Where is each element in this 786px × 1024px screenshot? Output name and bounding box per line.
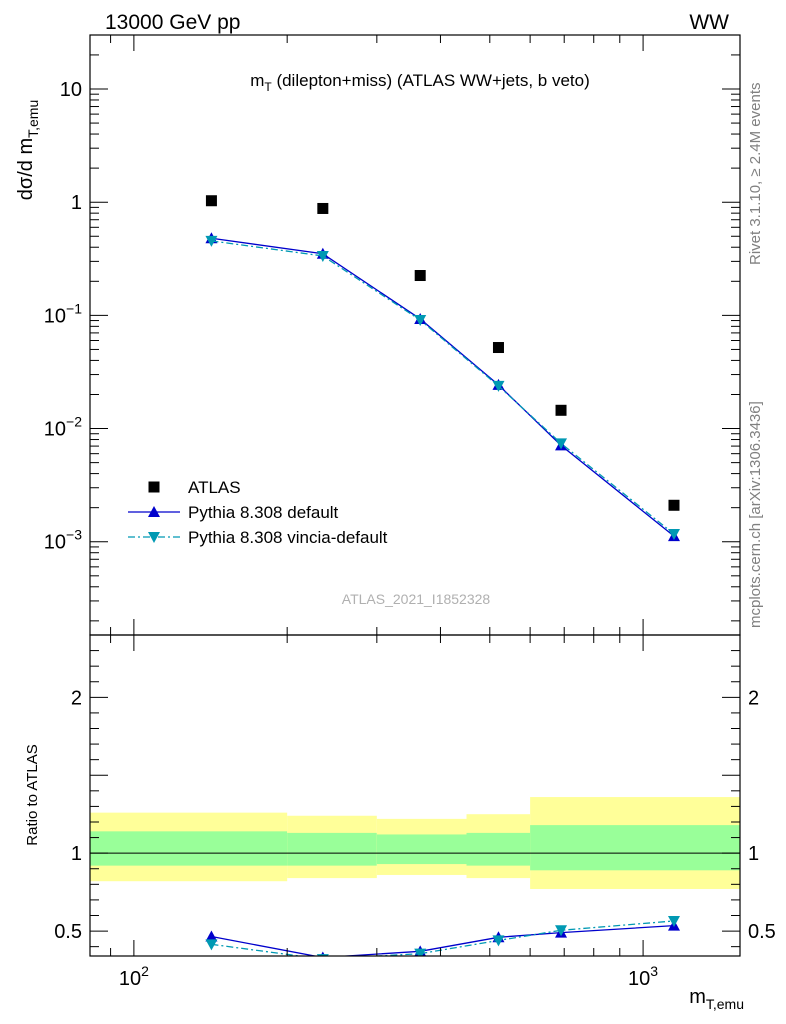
- y-tick-label: 10: [60, 79, 82, 101]
- ratio-data-point: [492, 935, 505, 947]
- collision-energy-label: 13000 GeV pp: [105, 11, 240, 34]
- series-line: [211, 237, 675, 537]
- ratio-series-line: [211, 924, 675, 956]
- ratio-y-tick-label: 1: [71, 843, 82, 865]
- data-point: [316, 250, 329, 262]
- data-point: [492, 342, 504, 354]
- series-line: [211, 240, 675, 535]
- data-point: [414, 270, 426, 282]
- legend-entry: ATLAS: [148, 478, 241, 497]
- data-point: [317, 202, 329, 214]
- ratio-data-point: [555, 925, 568, 937]
- ratio-y-tick-label: 0.5: [54, 921, 82, 943]
- analysis-id-watermark: ATLAS_2021_I1852328: [342, 591, 491, 607]
- main-plot-panel: 10 1 10−1 10−2 10−3 mT (dilepton+miss) (ATLA…: [15, 34, 741, 636]
- y-tick-label: 10−3: [44, 527, 82, 554]
- main-y-axis-label: dσ/d mT,emu: [15, 100, 41, 201]
- legend: ATLAS Pythia 8.308 default Pythia 8.308 vi…: [128, 478, 388, 547]
- inner-uncertainty-band: [376, 834, 467, 865]
- ratio-y-axis-label: Ratio to ATLAS: [24, 744, 41, 845]
- ratio-axes-layer: 102 103 0.5 0.5 1 1 2 2: [54, 634, 776, 990]
- legend-marker: [148, 532, 160, 543]
- legend-marker: [148, 506, 160, 517]
- ratio-uncertainty-bands: [90, 797, 740, 889]
- y-tick-label: 10−1: [44, 300, 82, 327]
- mcplots-source-label: mcplots.cern.ch [arXiv:1306.3436]: [747, 401, 764, 628]
- rivet-version-label: Rivet 3.1.10, ≥ 2.4M events: [747, 83, 764, 266]
- inner-uncertainty-band: [530, 825, 740, 871]
- ratio-y-tick-label-right: 0.5: [748, 921, 776, 943]
- main-plot-title: mT (dilepton+miss) (ATLAS WW+jets, b vet…: [250, 71, 590, 94]
- data-point: [205, 195, 217, 207]
- inner-uncertainty-band: [90, 831, 288, 866]
- ratio-y-tick-label-right: 2: [748, 687, 759, 709]
- ratio-plot-frame: [89, 634, 741, 957]
- y-tick-label: 1: [71, 192, 82, 214]
- inner-uncertainty-band: [287, 832, 377, 866]
- ratio-data-point: [205, 930, 218, 942]
- data-point: [414, 315, 427, 327]
- ratio-y-tick-label-right: 1: [748, 843, 759, 865]
- ratio-series-line: [211, 920, 675, 956]
- y-tick-label: 10−2: [44, 414, 82, 441]
- legend-entry: Pythia 8.308 vincia-default: [128, 528, 388, 547]
- main-series: [205, 195, 680, 511]
- legend-marker: [148, 481, 160, 493]
- data-point: [205, 235, 218, 247]
- data-point: [667, 529, 680, 541]
- x-axis-label: mT,emu: [689, 986, 744, 1012]
- ratio-data-point: [205, 939, 218, 951]
- legend-label: Pythia 8.308 vincia-default: [188, 528, 388, 547]
- data-point: [555, 438, 568, 450]
- main-series: [205, 235, 680, 541]
- process-label: WW: [689, 11, 729, 34]
- ratio-plot-panel: 102 103 0.5 0.5 1 1 2 2 Ratio to ATLAS mT,emu: [24, 634, 776, 1012]
- data-point: [555, 404, 567, 416]
- x-tick-label: 103: [628, 963, 658, 990]
- data-point: [668, 499, 680, 511]
- x-tick-label: 102: [119, 963, 149, 990]
- ratio-data-point: [414, 948, 427, 956]
- main-series-layer: [205, 195, 680, 542]
- legend-label: ATLAS: [188, 478, 241, 497]
- legend-entry: Pythia 8.308 default: [128, 503, 339, 522]
- inner-uncertainty-band: [466, 832, 531, 866]
- main-axes-layer: 10 1 10−1 10−2 10−3: [44, 34, 740, 635]
- ratio-y-tick-label: 2: [71, 687, 82, 709]
- data-point: [492, 380, 505, 392]
- legend-label: Pythia 8.308 default: [188, 503, 339, 522]
- ratio-data-point: [667, 915, 680, 927]
- ratio-series: [205, 915, 680, 956]
- ratio-series-layer: [205, 915, 680, 956]
